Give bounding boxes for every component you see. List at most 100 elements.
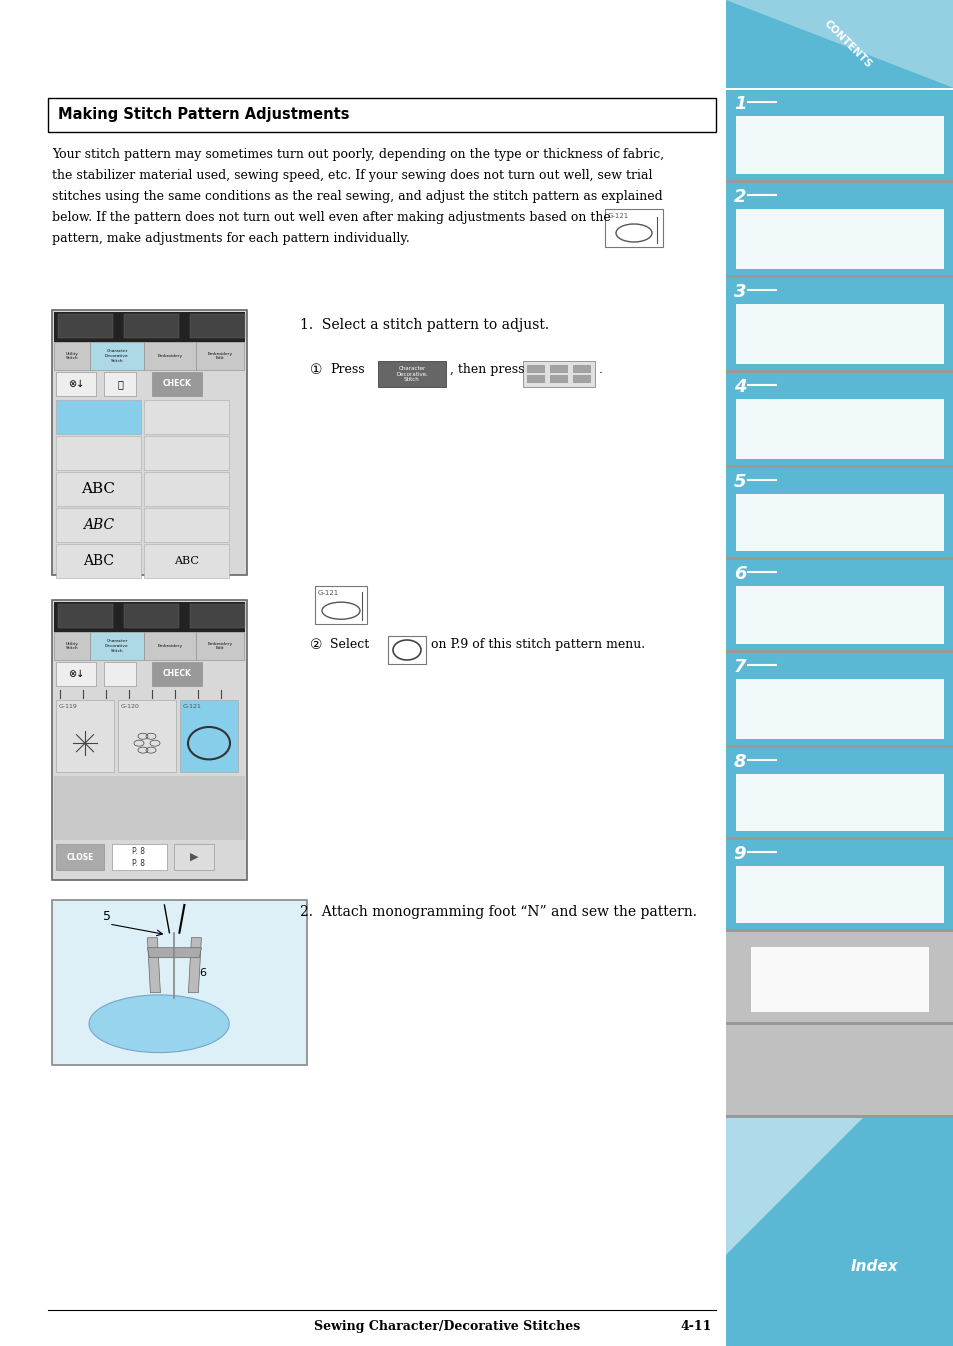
- Bar: [54, 312, 245, 342]
- Bar: [52, 310, 247, 575]
- Bar: [314, 586, 367, 625]
- Bar: [144, 507, 229, 542]
- Text: , then press: , then press: [450, 363, 524, 376]
- Bar: [52, 900, 307, 1065]
- Text: CLOSE: CLOSE: [67, 852, 93, 861]
- Text: 5: 5: [733, 472, 745, 491]
- Bar: [54, 602, 245, 633]
- Bar: [195, 342, 244, 370]
- Bar: [56, 844, 104, 870]
- Polygon shape: [725, 0, 953, 87]
- Bar: [725, 0, 953, 87]
- Text: CHECK: CHECK: [162, 669, 192, 678]
- Bar: [144, 633, 195, 660]
- Bar: [725, 180, 953, 183]
- Bar: [152, 662, 202, 686]
- Ellipse shape: [89, 995, 229, 1053]
- Bar: [56, 507, 141, 542]
- Text: 8: 8: [733, 752, 745, 771]
- Bar: [725, 370, 953, 373]
- Bar: [118, 700, 175, 773]
- Text: CHECK: CHECK: [162, 380, 192, 389]
- Polygon shape: [725, 1119, 862, 1254]
- Text: 1.  Select a stitch pattern to adjust.: 1. Select a stitch pattern to adjust.: [299, 318, 549, 332]
- Text: Sewing Character/Decorative Stitches: Sewing Character/Decorative Stitches: [314, 1320, 579, 1333]
- Text: 3: 3: [733, 283, 745, 302]
- Bar: [735, 865, 943, 923]
- Text: the stabilizer material used, sewing speed, etc. If your sewing does not turn ou: the stabilizer material used, sewing spe…: [52, 170, 652, 182]
- Bar: [58, 604, 112, 629]
- Bar: [735, 678, 943, 739]
- Bar: [54, 633, 90, 660]
- Bar: [124, 314, 179, 338]
- Bar: [56, 400, 141, 433]
- Text: Your stitch pattern may sometimes turn out poorly, depending on the type or thic: Your stitch pattern may sometimes turn o…: [52, 148, 663, 162]
- Bar: [725, 464, 953, 468]
- Text: Utility
Stitch: Utility Stitch: [66, 351, 78, 361]
- Bar: [124, 604, 179, 629]
- Text: P. 8: P. 8: [132, 859, 146, 868]
- Bar: [725, 279, 953, 370]
- Text: 7: 7: [733, 658, 745, 676]
- Bar: [54, 342, 90, 370]
- Bar: [725, 748, 953, 837]
- Text: G-121: G-121: [183, 704, 202, 709]
- Text: 🔒: 🔒: [117, 380, 123, 389]
- Bar: [725, 1114, 953, 1119]
- Text: Press: Press: [330, 363, 364, 376]
- Bar: [56, 662, 96, 686]
- Text: Embroidery: Embroidery: [157, 643, 182, 647]
- Bar: [725, 744, 953, 748]
- Text: ⊗↓: ⊗↓: [68, 380, 84, 389]
- Bar: [725, 653, 953, 744]
- Bar: [152, 371, 202, 396]
- Bar: [725, 183, 953, 275]
- Text: 2.  Attach monogramming foot “N” and sew the pattern.: 2. Attach monogramming foot “N” and sew …: [299, 905, 697, 919]
- Bar: [195, 633, 244, 660]
- Bar: [180, 700, 237, 773]
- Text: below. If the pattern does not turn out well even after making adjustments based: below. If the pattern does not turn out …: [52, 211, 610, 223]
- Bar: [388, 637, 426, 664]
- Bar: [522, 361, 595, 388]
- Text: 2: 2: [733, 188, 745, 206]
- Bar: [90, 633, 144, 660]
- Polygon shape: [188, 938, 201, 993]
- Bar: [750, 948, 928, 1012]
- Text: on P.9 of this stitch pattern menu.: on P.9 of this stitch pattern menu.: [431, 638, 644, 651]
- Bar: [735, 116, 943, 174]
- Bar: [725, 373, 953, 464]
- Text: Index: Index: [849, 1259, 897, 1273]
- Bar: [604, 209, 662, 248]
- Bar: [735, 494, 943, 551]
- Text: ⊗↓: ⊗↓: [68, 669, 84, 678]
- Bar: [52, 600, 247, 880]
- Text: 5: 5: [103, 910, 111, 922]
- Bar: [144, 342, 195, 370]
- Bar: [104, 662, 136, 686]
- Bar: [144, 544, 229, 577]
- Bar: [735, 586, 943, 643]
- Text: Character
Decorative,
Stitch: Character Decorative, Stitch: [395, 366, 428, 382]
- Text: 4: 4: [733, 378, 745, 396]
- Bar: [54, 777, 245, 840]
- Text: Select: Select: [330, 638, 369, 651]
- Bar: [725, 931, 953, 1022]
- Bar: [104, 371, 136, 396]
- Bar: [725, 1022, 953, 1026]
- Bar: [725, 840, 953, 929]
- Text: 4-11: 4-11: [679, 1320, 711, 1333]
- Bar: [90, 342, 144, 370]
- Bar: [526, 376, 544, 384]
- Bar: [735, 398, 943, 459]
- Text: G-121: G-121: [607, 213, 629, 219]
- Bar: [725, 557, 953, 560]
- Text: P. 8: P. 8: [132, 848, 146, 856]
- Bar: [112, 844, 167, 870]
- Polygon shape: [148, 938, 160, 993]
- Text: ABC: ABC: [83, 555, 113, 568]
- Text: Embroidery: Embroidery: [157, 354, 182, 358]
- Text: Making Stitch Pattern Adjustments: Making Stitch Pattern Adjustments: [58, 108, 349, 122]
- Text: 1: 1: [733, 96, 745, 113]
- Bar: [735, 304, 943, 363]
- Bar: [550, 376, 567, 384]
